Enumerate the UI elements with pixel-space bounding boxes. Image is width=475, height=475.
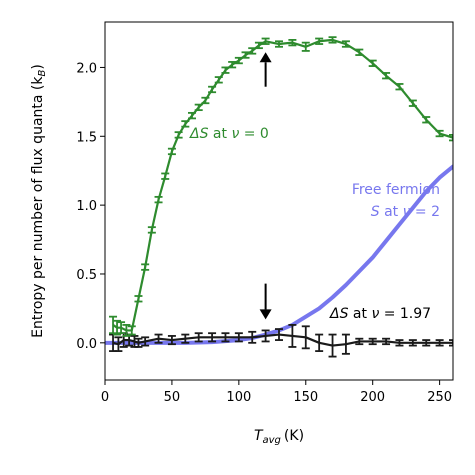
arrow-head: [259, 309, 272, 320]
x-axis: 0 50 100 150 200 250: [101, 380, 452, 405]
x-tick-label: 100: [226, 390, 251, 405]
series-line-free-fermion: [105, 164, 453, 345]
y-tick-label: 0.0: [76, 337, 97, 352]
x-tick-label: 250: [427, 390, 452, 405]
y-tick-label: 1.0: [76, 199, 97, 214]
y-axis-label: Entropy per number of flux quanta (kB): [30, 64, 48, 338]
series-label-delta-s-nu-1-97: ΔS at ν = 1.97: [329, 306, 431, 322]
arrow-head: [259, 52, 272, 63]
y-tick-label: 0.5: [76, 268, 97, 283]
series-label-delta-s-nu-0: ΔS at ν = 0: [189, 126, 269, 142]
series-label-free-fermion-nu-2: S at ν = 2: [371, 204, 440, 220]
plot-frame: [104, 21, 454, 381]
x-tick-label: 200: [360, 390, 385, 405]
x-tick-label: 150: [293, 390, 318, 405]
x-tick-label: 0: [101, 390, 109, 405]
y-tick-label: 2.0: [76, 61, 97, 76]
y-tick-label: 1.5: [76, 130, 97, 145]
plot-area: [105, 36, 453, 358]
x-axis-label: Tavg (K): [254, 428, 304, 446]
series-label-free-fermion: Free fermion: [352, 182, 440, 198]
arrow-annotations: [259, 52, 272, 320]
y-axis: 0.0 0.5 1.0 1.5 2.0: [76, 61, 105, 352]
x-tick-label: 50: [164, 390, 181, 405]
